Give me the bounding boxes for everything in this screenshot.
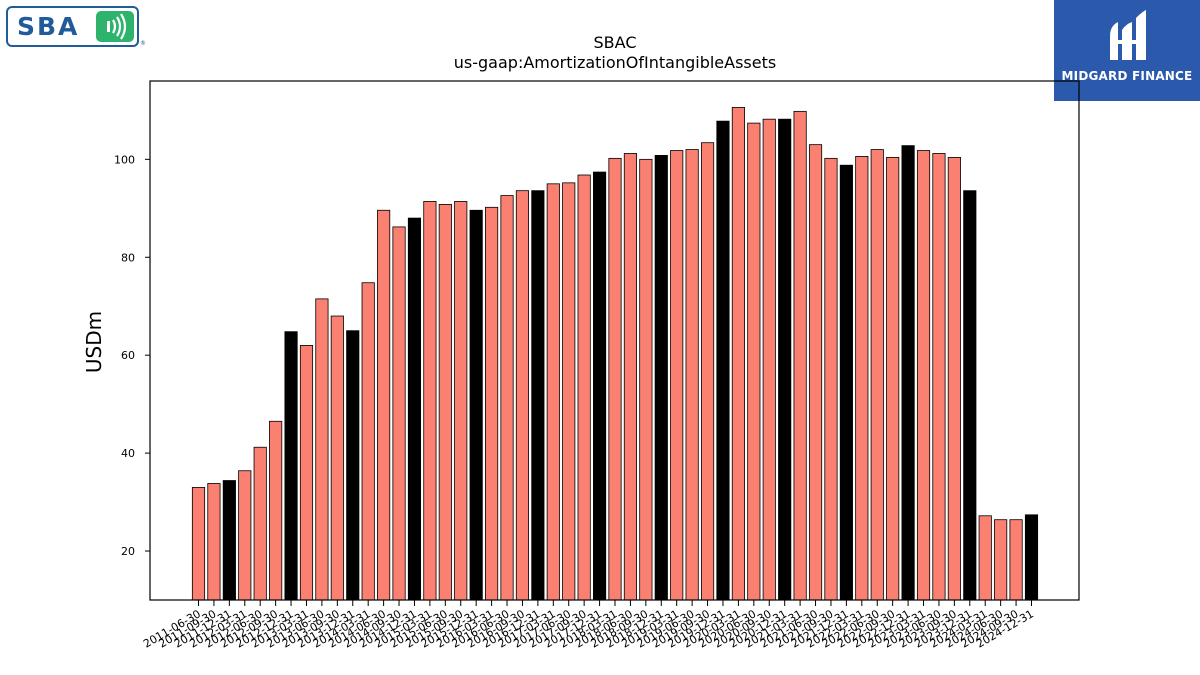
bar-2020-06-30 bbox=[747, 122, 761, 601]
bar-2019-09-30 bbox=[700, 142, 715, 601]
bar-2019-03-31 bbox=[670, 150, 684, 601]
bar-2015-03-31 bbox=[423, 201, 437, 601]
bar-2011-12-31 bbox=[222, 480, 236, 601]
bar-2012-03-31 bbox=[238, 470, 252, 601]
bar-2022-06-30 bbox=[870, 149, 884, 601]
bar-2020-09-30 bbox=[762, 118, 776, 601]
signal-icon bbox=[96, 11, 134, 42]
bar-2013-03-31 bbox=[299, 344, 314, 601]
bar-2022-12-31 bbox=[901, 145, 915, 601]
bar-2016-09-30 bbox=[515, 190, 530, 601]
bar-2012-09-30 bbox=[269, 420, 283, 601]
midgard-logo-text: MIDGARD FINANCE bbox=[1061, 69, 1193, 83]
bar-2013-12-31 bbox=[346, 330, 360, 601]
bar-2017-09-30 bbox=[577, 174, 591, 601]
y-axis: 20 40 60 80 100 bbox=[114, 153, 150, 558]
bar-2018-06-30 bbox=[623, 153, 637, 601]
bar-2019-12-31 bbox=[716, 120, 730, 601]
bar-2023-06-30 bbox=[932, 153, 946, 601]
bar-2021-06-30 bbox=[808, 144, 823, 601]
bar-2020-03-31 bbox=[731, 107, 745, 601]
midgard-finance-logo: MIDGARD FINANCE bbox=[1054, 0, 1200, 101]
bar-2011-09-30 bbox=[207, 483, 221, 601]
y-tick-label: 100 bbox=[114, 153, 135, 166]
bar-2022-03-31 bbox=[855, 156, 869, 601]
bar-2020-12-31 bbox=[778, 118, 792, 601]
bar-2016-03-31 bbox=[485, 206, 499, 601]
chart-subtitle: us-gaap:AmortizationOfIntangibleAssets bbox=[454, 53, 776, 72]
bar-2012-12-31 bbox=[284, 331, 298, 601]
bar-2017-12-31 bbox=[593, 171, 607, 601]
bar-2015-06-30 bbox=[438, 203, 452, 601]
y-tick-label: 40 bbox=[121, 447, 135, 460]
x-axis: 2011-06-302011-09-302011-12-312012-03-31… bbox=[141, 600, 1036, 651]
bar-2016-12-31 bbox=[531, 190, 545, 601]
bar-2011-06-30 bbox=[191, 486, 206, 601]
bar-2014-09-30 bbox=[392, 226, 406, 601]
y-axis-label: USDm bbox=[82, 311, 106, 373]
bar-2018-12-31 bbox=[654, 155, 668, 601]
y-tick-label: 60 bbox=[121, 349, 135, 362]
bar-2012-06-30 bbox=[253, 446, 267, 601]
sba-logo: SBA bbox=[6, 6, 139, 47]
bar-2021-03-31 bbox=[793, 110, 807, 601]
bar-2017-06-30 bbox=[562, 182, 576, 601]
bar-2023-03-31 bbox=[916, 150, 931, 601]
bar-2021-12-31 bbox=[839, 164, 853, 601]
bar-2018-09-30 bbox=[639, 158, 653, 601]
plot-frame bbox=[149, 80, 1080, 601]
bar-2014-12-31 bbox=[407, 217, 422, 601]
bar-2022-09-30 bbox=[886, 156, 900, 601]
bar-2014-03-31 bbox=[361, 282, 375, 601]
bar-2024-06-30 bbox=[994, 519, 1008, 601]
bar-2024-09-30 bbox=[1009, 519, 1023, 601]
bar-2021-09-30 bbox=[824, 157, 838, 601]
chart-title: SBAC bbox=[594, 33, 637, 52]
sba-logo-text: SBA bbox=[17, 12, 80, 41]
y-tick-label: 80 bbox=[121, 251, 135, 264]
midgard-mark-icon bbox=[1110, 10, 1146, 60]
bar-2019-06-30 bbox=[685, 149, 699, 601]
bar-2018-03-31 bbox=[608, 157, 622, 601]
registered-mark: ® bbox=[140, 40, 146, 47]
bar-2015-09-30 bbox=[454, 201, 468, 601]
bar-2023-12-31 bbox=[963, 190, 977, 601]
bar-2023-09-30 bbox=[947, 156, 961, 601]
bar-2013-06-30 bbox=[315, 298, 329, 601]
bar-2015-12-31 bbox=[469, 209, 483, 601]
bar-2013-09-30 bbox=[330, 315, 344, 601]
bar-2017-03-31 bbox=[546, 183, 560, 601]
bar-2024-03-31 bbox=[978, 515, 992, 601]
bar-2024-12-31 bbox=[1024, 514, 1039, 601]
bars-layer bbox=[191, 107, 1039, 601]
bar-2016-06-30 bbox=[500, 195, 514, 601]
y-tick-label: 20 bbox=[121, 545, 135, 558]
bar-2014-06-30 bbox=[377, 209, 391, 601]
